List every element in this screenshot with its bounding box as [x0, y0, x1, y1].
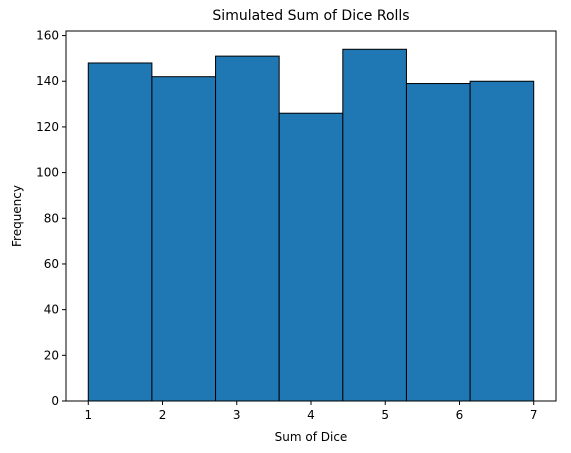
x-tick-label: 7 — [530, 408, 538, 422]
y-tick-label: 80 — [44, 211, 59, 225]
histogram-bar-2 — [151, 76, 217, 402]
y-tick-label: 60 — [44, 257, 59, 271]
ticks-layer: 1 2 3 4 5 6 7 0 20 40 60 80 100 120 140 160 — [36, 29, 537, 422]
histogram-bar-4 — [278, 112, 344, 402]
histogram-bar-7 — [469, 80, 535, 402]
histogram-bar-3 — [215, 55, 280, 402]
y-tick-label: 100 — [36, 166, 59, 180]
y-tick-label: 140 — [36, 74, 59, 88]
x-tick-label: 3 — [233, 408, 241, 422]
x-tick-label: 5 — [381, 408, 389, 422]
y-tick-label: 160 — [36, 29, 59, 43]
x-tick-label: 6 — [456, 408, 464, 422]
y-tick-label: 40 — [44, 303, 59, 317]
x-tick-label: 2 — [159, 408, 167, 422]
bars-layer — [87, 48, 535, 402]
chart-title: Simulated Sum of Dice Rolls — [212, 8, 409, 24]
x-tick-label: 1 — [84, 408, 92, 422]
x-axis-label: Sum of Dice — [275, 430, 348, 444]
x-tick-label: 4 — [307, 408, 315, 422]
histogram-bar-1 — [87, 62, 153, 402]
y-tick-label: 120 — [36, 120, 59, 134]
histogram-bar-5 — [342, 48, 407, 402]
y-axis-label: Frequency — [10, 185, 24, 247]
y-tick-label: 20 — [44, 348, 59, 362]
histogram-bar-6 — [405, 83, 471, 402]
y-tick-label: 0 — [51, 394, 59, 408]
